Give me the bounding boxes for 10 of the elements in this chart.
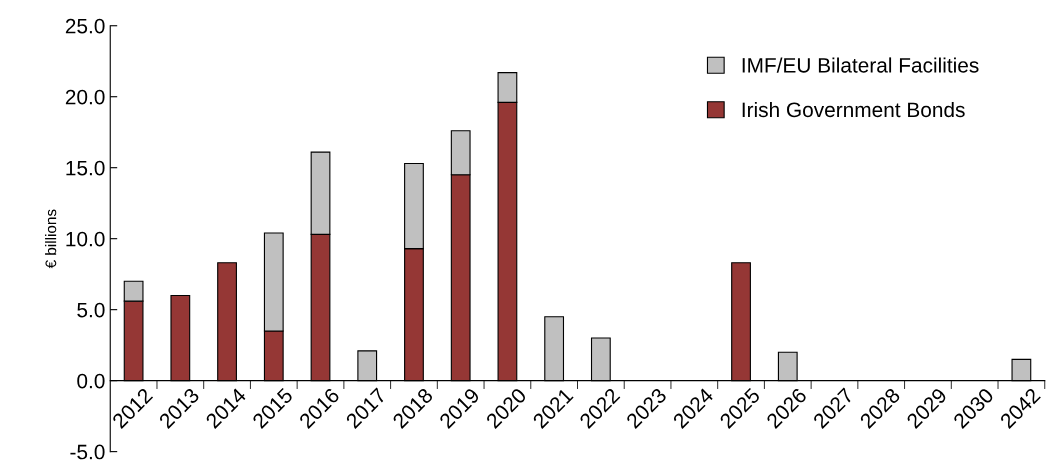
legend-label: IMF/EU Bilateral Facilities xyxy=(742,57,979,73)
legend-label: Irish Government Bonds xyxy=(742,101,965,118)
y-tick-label: 25.0 xyxy=(65,18,105,34)
y-tick-label: 20.0 xyxy=(65,89,105,105)
y-axis-title: € billions xyxy=(45,209,57,269)
y-tick-label: 5.0 xyxy=(77,302,105,318)
y-tick-label: -5.0 xyxy=(70,444,105,460)
y-tick-label: 10.0 xyxy=(66,231,105,247)
y-tick-label: 0.0 xyxy=(77,373,105,389)
y-tick-label: 15.0 xyxy=(66,160,105,176)
